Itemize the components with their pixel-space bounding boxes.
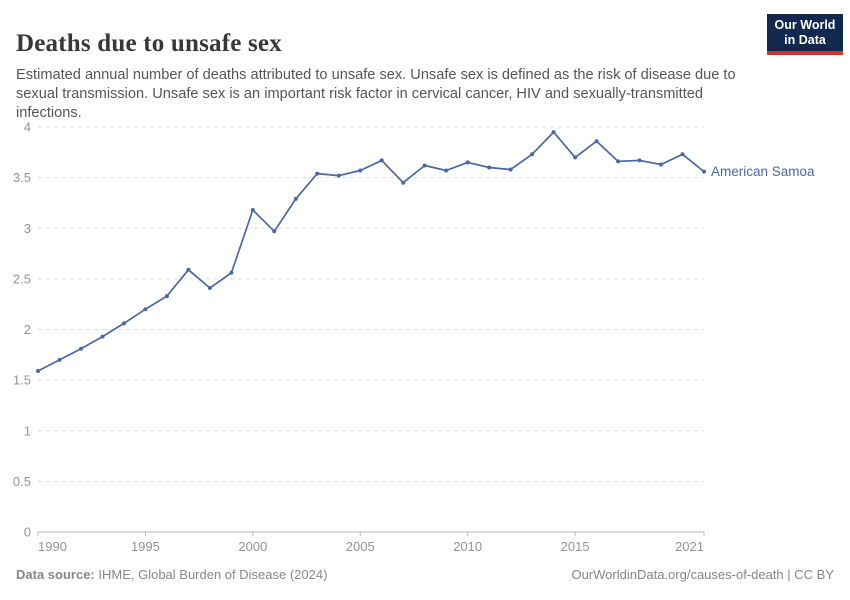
data-point-marker: [36, 369, 40, 373]
data-point-marker: [487, 165, 492, 170]
data-point-marker: [336, 173, 341, 178]
line-chart[interactable]: 0 0.5 1 1.5 2 2.5 3 3.5 4 1990 1995 2000 2005 2010 201…: [0, 115, 850, 585]
x-tick-label: 1995: [131, 539, 160, 554]
data-source-label: Data source:: [16, 567, 95, 582]
data-point-marker: [530, 152, 535, 157]
series-end-label: American Samoa: [711, 164, 815, 179]
data-point-marker: [121, 321, 126, 326]
data-point-marker: [379, 158, 384, 163]
credit-link[interactable]: OurWorldinData.org/causes-of-death | CC …: [571, 567, 834, 582]
chart-footer: Data source: IHME, Global Burden of Dise…: [16, 567, 834, 582]
data-point-marker: [422, 163, 427, 168]
y-tick-label: 4: [24, 120, 31, 135]
page-title: Deaths due to unsafe sex: [16, 29, 282, 57]
x-tick-label: 1990: [38, 539, 67, 554]
data-point-marker: [508, 167, 513, 172]
data-point-marker: [616, 159, 621, 164]
y-tick-label: 2.5: [13, 271, 31, 286]
data-point-marker: [358, 168, 363, 173]
data-point-marker: [444, 168, 449, 173]
data-source-text: IHME, Global Burden of Disease (2024): [94, 567, 328, 582]
data-point-marker: [551, 130, 556, 135]
x-tick-label: 2000: [238, 539, 267, 554]
data-point-marker: [594, 139, 599, 144]
y-tick-label: 3: [24, 221, 31, 236]
data-point-marker: [57, 357, 62, 362]
data-point-marker: [573, 155, 578, 160]
x-tick-label: 2010: [453, 539, 482, 554]
data-point-marker: [250, 208, 255, 212]
y-tick-label: 0: [24, 525, 31, 540]
data-point-marker: [401, 180, 406, 185]
data-point-marker: [143, 307, 148, 312]
data-point-marker: [100, 334, 105, 339]
data-point-marker: [272, 229, 277, 234]
owid-logo-line2: in Data: [784, 33, 826, 47]
owid-logo: Our World in Data: [767, 14, 843, 55]
x-tick-label: 2005: [346, 539, 375, 554]
series-line: [37, 131, 705, 372]
data-point-marker: [207, 286, 212, 290]
y-tick-label: 0.5: [13, 474, 31, 489]
data-point-marker: [164, 294, 169, 299]
data-point-marker: [186, 267, 191, 272]
data-point-marker: [680, 152, 685, 157]
data-point-marker: [229, 270, 234, 275]
y-tick-label: 3.5: [13, 170, 31, 185]
chart-subtitle: Estimated annual number of deaths attrib…: [16, 66, 736, 121]
data-point-marker: [702, 169, 706, 174]
x-tick-label: 2015: [561, 539, 590, 554]
x-tick-label: 2021: [675, 539, 704, 554]
y-tick-label: 1.5: [13, 373, 31, 388]
data-point-marker: [293, 196, 298, 201]
data-point-marker: [637, 158, 642, 163]
data-point-marker: [79, 346, 83, 351]
data-source: Data source: IHME, Global Burden of Dise…: [16, 567, 327, 582]
data-point-marker: [315, 171, 320, 176]
data-point-marker: [659, 162, 663, 167]
y-tick-label: 1: [24, 423, 31, 438]
data-point-marker: [465, 160, 470, 165]
owid-logo-line1: Our World: [774, 18, 836, 32]
y-tick-label: 2: [24, 322, 31, 337]
